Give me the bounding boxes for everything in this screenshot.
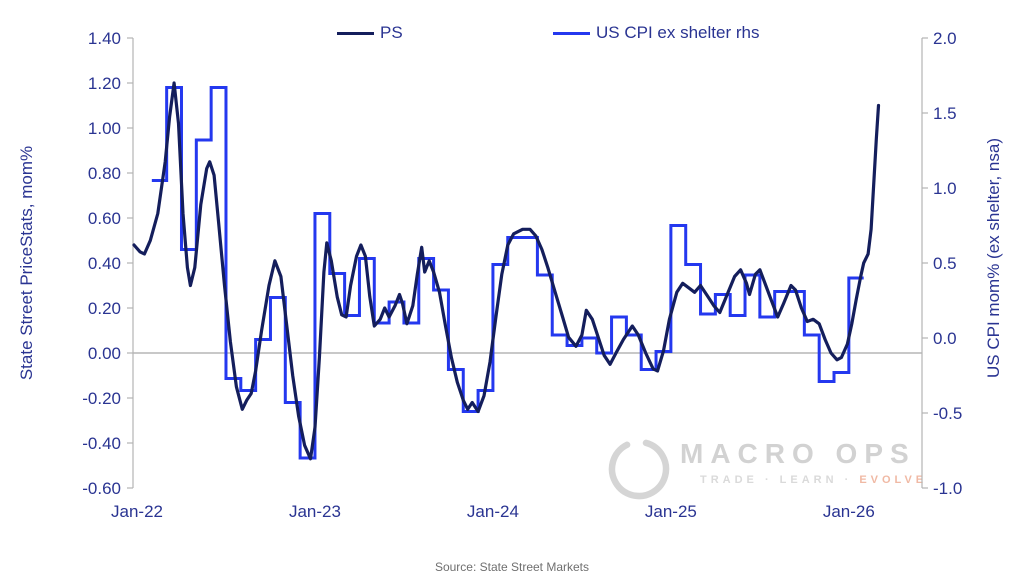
left-axis-tick-label: -0.20 [82, 389, 121, 408]
left-axis-tick-label: -0.40 [82, 434, 121, 453]
x-axis-tick-label: Jan-24 [467, 502, 519, 521]
legend-item-cpi: US CPI ex shelter rhs [553, 23, 760, 42]
x-axis-tick-label: Jan-22 [111, 502, 163, 521]
right-axis-tick-label: 0.0 [933, 329, 957, 348]
ps-line-swatch [337, 31, 374, 35]
source-caption: Source: State Street Markets [434, 560, 590, 574]
watermark-tagline: TRADE · LEARN · EVOLVE [700, 474, 927, 486]
watermark-brand: MACRO OPS [680, 438, 916, 469]
left-axis-tick-label: 0.20 [88, 299, 121, 318]
legend-item-ps: PS [337, 23, 403, 42]
left-axis-tick-label: 0.80 [88, 164, 121, 183]
macro-ops-logo [608, 438, 670, 500]
left-axis-title: State Street PriceStats, mom% [17, 145, 36, 381]
brush-circle-icon [608, 438, 670, 500]
x-axis-tick-label: Jan-26 [823, 502, 875, 521]
left-axis-tick-label: 0.00 [88, 344, 121, 363]
right-axis-title: US CPI mom% (ex shelter, nsa) [984, 138, 1003, 378]
right-axis-tick-label: 2.0 [933, 29, 957, 48]
right-axis-tick-label: -1.0 [933, 479, 962, 498]
legend: PS US CPI ex shelter rhs [0, 23, 1024, 44]
left-axis-tick-label: 1.40 [88, 29, 121, 48]
watermark: MACRO OPS TRADE · LEARN · EVOLVE [600, 430, 930, 500]
left-axis-tick-label: 1.20 [88, 74, 121, 93]
right-axis-tick-label: 0.5 [933, 254, 957, 273]
legend-label-ps: PS [380, 23, 403, 42]
legend-label-cpi: US CPI ex shelter rhs [596, 23, 760, 42]
watermark-tagline-accent: EVOLVE [859, 474, 928, 486]
cpi-line-swatch [553, 31, 590, 35]
left-axis-tick-label: 1.00 [88, 119, 121, 138]
left-axis-tick-label: 0.60 [88, 209, 121, 228]
ps-line [132, 81, 881, 461]
right-axis-tick-label: -0.5 [933, 404, 962, 423]
left-axis-tick-label: 0.40 [88, 254, 121, 273]
right-axis-tick-label: 1.5 [933, 104, 957, 123]
x-axis-tick-label: Jan-25 [645, 502, 697, 521]
x-axis-tick-label: Jan-23 [289, 502, 341, 521]
left-axis-tick-label: -0.60 [82, 479, 121, 498]
cpi-line [151, 86, 864, 460]
right-axis-tick-label: 1.0 [933, 179, 957, 198]
watermark-tagline-gray: TRADE · LEARN · [700, 474, 860, 486]
